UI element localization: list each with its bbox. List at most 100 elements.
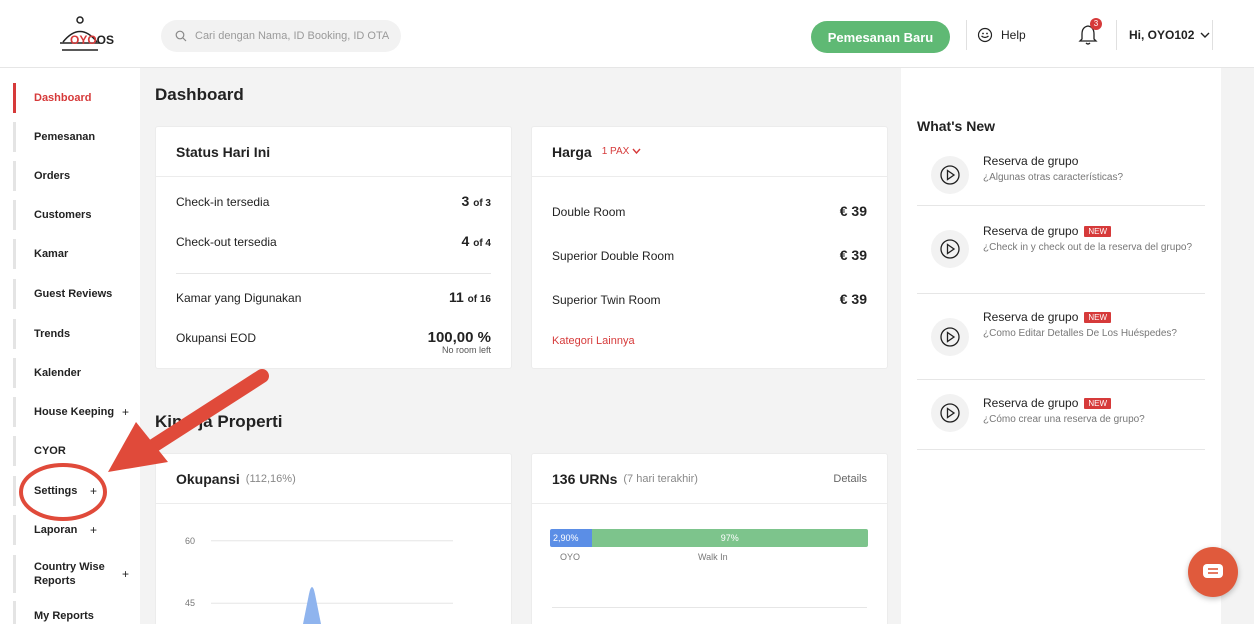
chat-button[interactable] (1188, 547, 1238, 597)
occupancy-card: Okupansi (112,16%) (155, 453, 512, 624)
sidebar-item-label: House Keeping (34, 406, 115, 418)
chat-icon (1203, 564, 1223, 578)
occupancy-chart: 60 45 (185, 536, 453, 624)
help-label: Help (1001, 28, 1026, 42)
chevron-down-icon (1200, 32, 1210, 38)
price-row: Superior Double Room € 39 (552, 247, 867, 263)
sidebar-item-country-wise-reports[interactable]: Country Wise Reports + (13, 555, 135, 593)
price-card: Harga 1 PAX Double Room € 39 Superior Dou… (531, 126, 888, 369)
whats-new-item-title: Reserva de grupo (983, 396, 1079, 410)
legend-label-oyo: OYO (560, 552, 581, 562)
whats-new-item-title: Reserva de grupo (983, 310, 1079, 324)
divider (1212, 20, 1213, 50)
sidebar-item-label: My Reports (34, 610, 94, 622)
sidebar-item-kalender[interactable]: Kalender (13, 358, 135, 388)
status-row: Check-in tersedia 3 of 3 (176, 193, 491, 209)
sidebar-item-cyor[interactable]: CYOR (13, 436, 135, 466)
urn-card-title: 136 URNs (552, 470, 618, 487)
sidebar-item-label: Pemesanan (34, 131, 96, 143)
search-input[interactable] (195, 30, 395, 42)
page-title: Dashboard (155, 85, 244, 104)
sidebar-item-label: CYOR (34, 445, 66, 457)
top-header: OYOOS Pemesanan Baru Help 3 Hi, OYO102 (0, 0, 1254, 68)
logo-text: OYOOS (70, 33, 115, 47)
status-row: Okupansi EOD 100,00 % No room left (176, 329, 491, 355)
user-greeting: Hi, OYO102 (1129, 28, 1195, 42)
play-icon[interactable] (931, 318, 969, 356)
sidebar-item-trends[interactable]: Trends (13, 319, 135, 349)
status-card: Status Hari Ini Check-in tersedia 3 of 3 … (155, 126, 512, 369)
whats-new-panel: What's New Reserva de grupo ¿Algunas otr… (901, 68, 1221, 624)
price-card-title: Harga (552, 143, 592, 160)
sidebar-item-label: Customers (34, 209, 92, 221)
bar-oyo: 2,90% (550, 529, 592, 547)
section-title: Kinerja Properti (155, 412, 283, 431)
divider (552, 607, 867, 608)
price-row: Double Room € 39 (552, 203, 867, 219)
sidebar-item-settings[interactable]: Settings + (13, 476, 103, 506)
sidebar-item-label: Guest Reviews (34, 288, 113, 300)
sidebar-item-label: Dashboard (34, 92, 92, 104)
divider (1116, 20, 1117, 50)
status-row: Check-out tersedia 4 of 4 (176, 233, 491, 249)
sidebar-item-label: Trends (34, 328, 71, 340)
expand-icon: + (121, 405, 129, 419)
play-icon[interactable] (931, 230, 969, 268)
whats-new-item-title: Reserva de grupo (983, 224, 1079, 238)
sidebar-item-label: Country Wise Reports (34, 561, 105, 587)
sidebar-item-guest-reviews[interactable]: Guest Reviews (13, 279, 135, 309)
sidebar-item-house-keeping[interactable]: House Keeping + (13, 397, 135, 427)
sidebar-item-my-reports[interactable]: My Reports (13, 601, 135, 624)
help-button[interactable]: Help (977, 27, 1026, 43)
sidebar-item-customers[interactable]: Customers (13, 200, 135, 230)
whats-new-title: What's New (917, 118, 996, 134)
divider (176, 273, 491, 274)
sidebar-item-label: Laporan (34, 524, 78, 536)
occupancy-area (303, 587, 321, 624)
help-headset-icon (977, 27, 993, 43)
search-icon (175, 30, 187, 42)
urn-card-header: 136 URNs (7 hari terakhir) Details (532, 454, 887, 504)
play-icon[interactable] (931, 394, 969, 432)
price-card-header: Harga 1 PAX (532, 127, 887, 177)
sidebar-item-kamar[interactable]: Kamar (13, 239, 135, 269)
occupancy-percent: (112,16%) (245, 472, 296, 485)
divider (966, 20, 967, 50)
y-tick-label: 45 (185, 598, 195, 608)
search-bar[interactable] (161, 20, 401, 52)
status-row: Kamar yang Digunakan 11 of 16 (176, 289, 491, 305)
pax-dropdown[interactable]: 1 PAX (602, 146, 641, 157)
legend-label-walk-in: Walk In (698, 552, 728, 562)
whats-new-item[interactable]: Reserva de grupo NEW ¿Como Editar Detalle… (917, 294, 1205, 380)
expand-icon: + (89, 484, 97, 498)
whats-new-item[interactable]: Reserva de grupo ¿Algunas otras caracter… (917, 146, 1205, 206)
whats-new-item-desc: ¿Check in y check out de la reserva del … (983, 242, 1192, 253)
expand-icon: + (121, 567, 129, 581)
occupancy-card-title: Okupansi (176, 470, 240, 487)
new-badge: NEW (1084, 397, 1112, 409)
new-badge: NEW (1084, 311, 1112, 323)
user-menu[interactable]: Hi, OYO102 (1129, 28, 1210, 42)
notification-button[interactable]: 3 (1078, 18, 1104, 48)
new-booking-button[interactable]: Pemesanan Baru (811, 21, 950, 53)
whats-new-item[interactable]: Reserva de grupo NEW ¿Check in y check ou… (917, 206, 1205, 294)
details-link[interactable]: Details (833, 472, 867, 485)
whats-new-item[interactable]: Reserva de grupo NEW ¿Cómo crear una rese… (917, 380, 1205, 450)
more-categories-link[interactable]: Kategori Lainnya (552, 335, 635, 347)
status-card-title: Status Hari Ini (176, 143, 271, 160)
y-tick-label: 60 (185, 536, 195, 546)
cloche-icon (60, 16, 100, 51)
sidebar-item-laporan[interactable]: Laporan + (13, 515, 103, 545)
status-card-header: Status Hari Ini (156, 127, 511, 177)
whats-new-item-desc: ¿Como Editar Detalles De Los Huéspedes? (983, 328, 1177, 339)
occupancy-card-header: Okupansi (112,16%) (156, 454, 511, 504)
sidebar-item-pemesanan[interactable]: Pemesanan (13, 122, 135, 152)
play-icon[interactable] (931, 156, 969, 194)
sidebar-item-orders[interactable]: Orders (13, 161, 135, 191)
sidebar-item-label: Orders (34, 170, 71, 182)
whats-new-item-desc: ¿Algunas otras características? (983, 172, 1124, 183)
oyo-logo[interactable] (58, 16, 128, 56)
new-badge: NEW (1084, 225, 1112, 237)
sidebar-item-label: Kamar (34, 248, 69, 260)
sidebar-item-dashboard[interactable]: Dashboard (13, 83, 135, 113)
